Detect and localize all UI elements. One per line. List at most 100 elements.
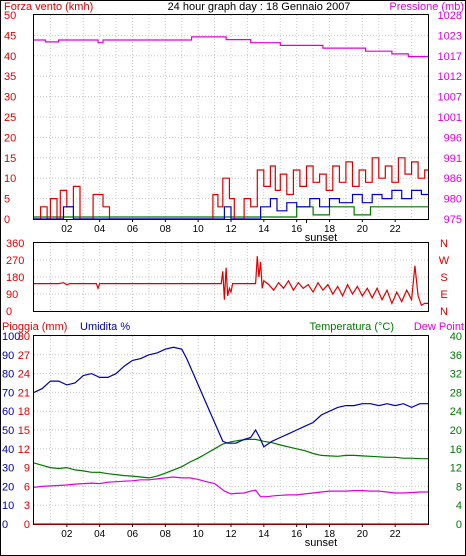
temperature-axis-label: Temperatura (°C): [310, 321, 394, 333]
x-tick-label: 04: [94, 529, 106, 540]
x-tick-label: 06: [127, 529, 139, 540]
dew-point-line: [33, 476, 428, 498]
wind-speed-tick-label: 15: [4, 153, 16, 165]
humidity-tick-label: 30: [2, 463, 14, 475]
rain-axis-ticks: 0 3 6 9 12 15 18 21 24 27 30: [18, 331, 30, 531]
temperature-tick-label: 24: [450, 406, 462, 418]
rain-tick-label: 27: [18, 350, 30, 362]
rain-tick-label: 18: [18, 406, 30, 418]
pressure-tick-label: 1001: [438, 112, 462, 124]
wind-speed-tick-label: 20: [4, 132, 16, 144]
rain-axis-label: Pioggia (mm): [2, 321, 67, 333]
temperature-tick-label: 16: [450, 444, 462, 456]
wind-speed-tick-label: 50: [4, 10, 16, 22]
wind-speed-tick-label: 35: [4, 71, 16, 83]
pressure-tick-label: 1028: [438, 10, 462, 22]
pressure-tick-label: 991: [444, 153, 462, 165]
x-tick-label: 22: [390, 529, 402, 540]
rain-tick-label: 6: [24, 481, 30, 493]
compass-point-label: N: [440, 306, 448, 318]
x-tick-label: 10: [193, 529, 205, 540]
x-tick-label: 22: [390, 224, 402, 235]
direction-degree-label: 180: [6, 272, 24, 284]
humidity-line: [33, 346, 428, 448]
x-tick-label: 02: [61, 224, 73, 235]
temperature-tick-label: 28: [450, 387, 462, 399]
x-tick-label: 20: [357, 224, 369, 235]
direction-degree-label: 360: [6, 238, 24, 250]
humidity-tick-label: 90: [2, 350, 14, 362]
wind-speed-tick-label: 25: [4, 112, 16, 124]
wind-speed-tick-label: 45: [4, 30, 16, 42]
wind-speed-tick-label: 40: [4, 51, 16, 63]
pressure-tick-label: 986: [444, 173, 462, 185]
compass-point-label: W: [439, 255, 450, 267]
humidity-tick-label: 20: [2, 481, 14, 493]
x-tick-label: 12: [225, 529, 237, 540]
rain-tick-label: 3: [24, 500, 30, 512]
dew-point-axis-label: Dew Point: [414, 321, 464, 333]
rain-tick-label: 21: [18, 387, 30, 399]
wind-speed-axis-label: Forza vento (kmh): [4, 1, 93, 13]
humidity-tick-label: 100: [2, 331, 20, 343]
rain-tick-label: 9: [24, 463, 30, 475]
temperature-tick-label: 0: [456, 519, 462, 531]
x-tick-label: 04: [94, 224, 106, 235]
temperature-line: [33, 438, 428, 479]
pressure-tick-label: 1023: [438, 30, 462, 42]
humidity-tick-label: 80: [2, 369, 14, 381]
wind-direction-line: [34, 256, 428, 307]
rain-tick-label: 15: [18, 425, 30, 437]
direction-degree-label: 90: [6, 289, 18, 301]
rain-tick-label: 30: [18, 331, 30, 343]
x-tick-label: 14: [258, 529, 270, 540]
direction-degree-label: 0: [6, 306, 12, 318]
compass-point-label: S: [440, 272, 447, 284]
x-tick-label: 08: [160, 529, 172, 540]
rain-tick-label: 24: [18, 369, 30, 381]
wind-speed-line: [34, 189, 428, 220]
compass-point-label: N: [440, 238, 448, 250]
wind-speed-tick-label: 0: [4, 214, 10, 226]
wind-pressure-series: [34, 36, 428, 220]
sunset-marker-label: sunset: [305, 232, 337, 244]
x-tick-label: 20: [357, 529, 369, 540]
x-tick-label: 10: [193, 224, 205, 235]
chart-title: 24 hour graph day : 18 Gennaio 2007: [168, 1, 351, 13]
x-tick-label: 18: [324, 529, 336, 540]
x-tick-label: 02: [61, 529, 73, 540]
sunset-marker-label-bottom: sunset: [305, 537, 337, 549]
wind-pressure-panel: 0 5 10 15 20 25 30 35 40 45 50 975 980 986 991 996 1001…: [4, 1, 464, 244]
humidity-tick-label: 0: [2, 519, 8, 531]
direction-degree-ticks: 360 270 180 90 0: [6, 238, 24, 318]
wind-speed-tick-label: 10: [4, 173, 16, 185]
temperature-tick-label: 20: [450, 425, 462, 437]
wind-pressure-grid: [34, 15, 428, 219]
x-tick-label: 16: [291, 529, 303, 540]
pressure-tick-label: 975: [444, 214, 462, 226]
x-tick-label: 18: [324, 224, 336, 235]
humidity-tick-label: 60: [2, 406, 14, 418]
temperature-axis-ticks: 0 4 8 12 16 20 24 28 32 36 40: [450, 331, 462, 531]
rain-humidity-x-ticks: 02 04 06 08 10 12 14 16 18 20 22: [61, 524, 401, 540]
humidity-tick-label: 10: [2, 500, 14, 512]
temperature-tick-label: 40: [450, 331, 462, 343]
x-tick-label: 16: [291, 224, 303, 235]
wind-calm-line: [34, 206, 428, 218]
rain-humidity-grid: [34, 336, 428, 524]
pressure-tick-label: 996: [444, 132, 462, 144]
pressure-line: [34, 36, 428, 58]
humidity-axis-ticks: 0 10 20 30 40 50 60 70 80 90 100: [2, 331, 20, 531]
temperature-tick-label: 4: [456, 500, 462, 512]
temperature-tick-label: 32: [450, 369, 462, 381]
pressure-tick-label: 1017: [438, 51, 462, 63]
humidity-axis-label: Umidita %: [80, 321, 130, 333]
x-tick-label: 08: [160, 224, 172, 235]
pressure-tick-label: 980: [444, 194, 462, 206]
x-tick-label: 14: [258, 224, 270, 235]
